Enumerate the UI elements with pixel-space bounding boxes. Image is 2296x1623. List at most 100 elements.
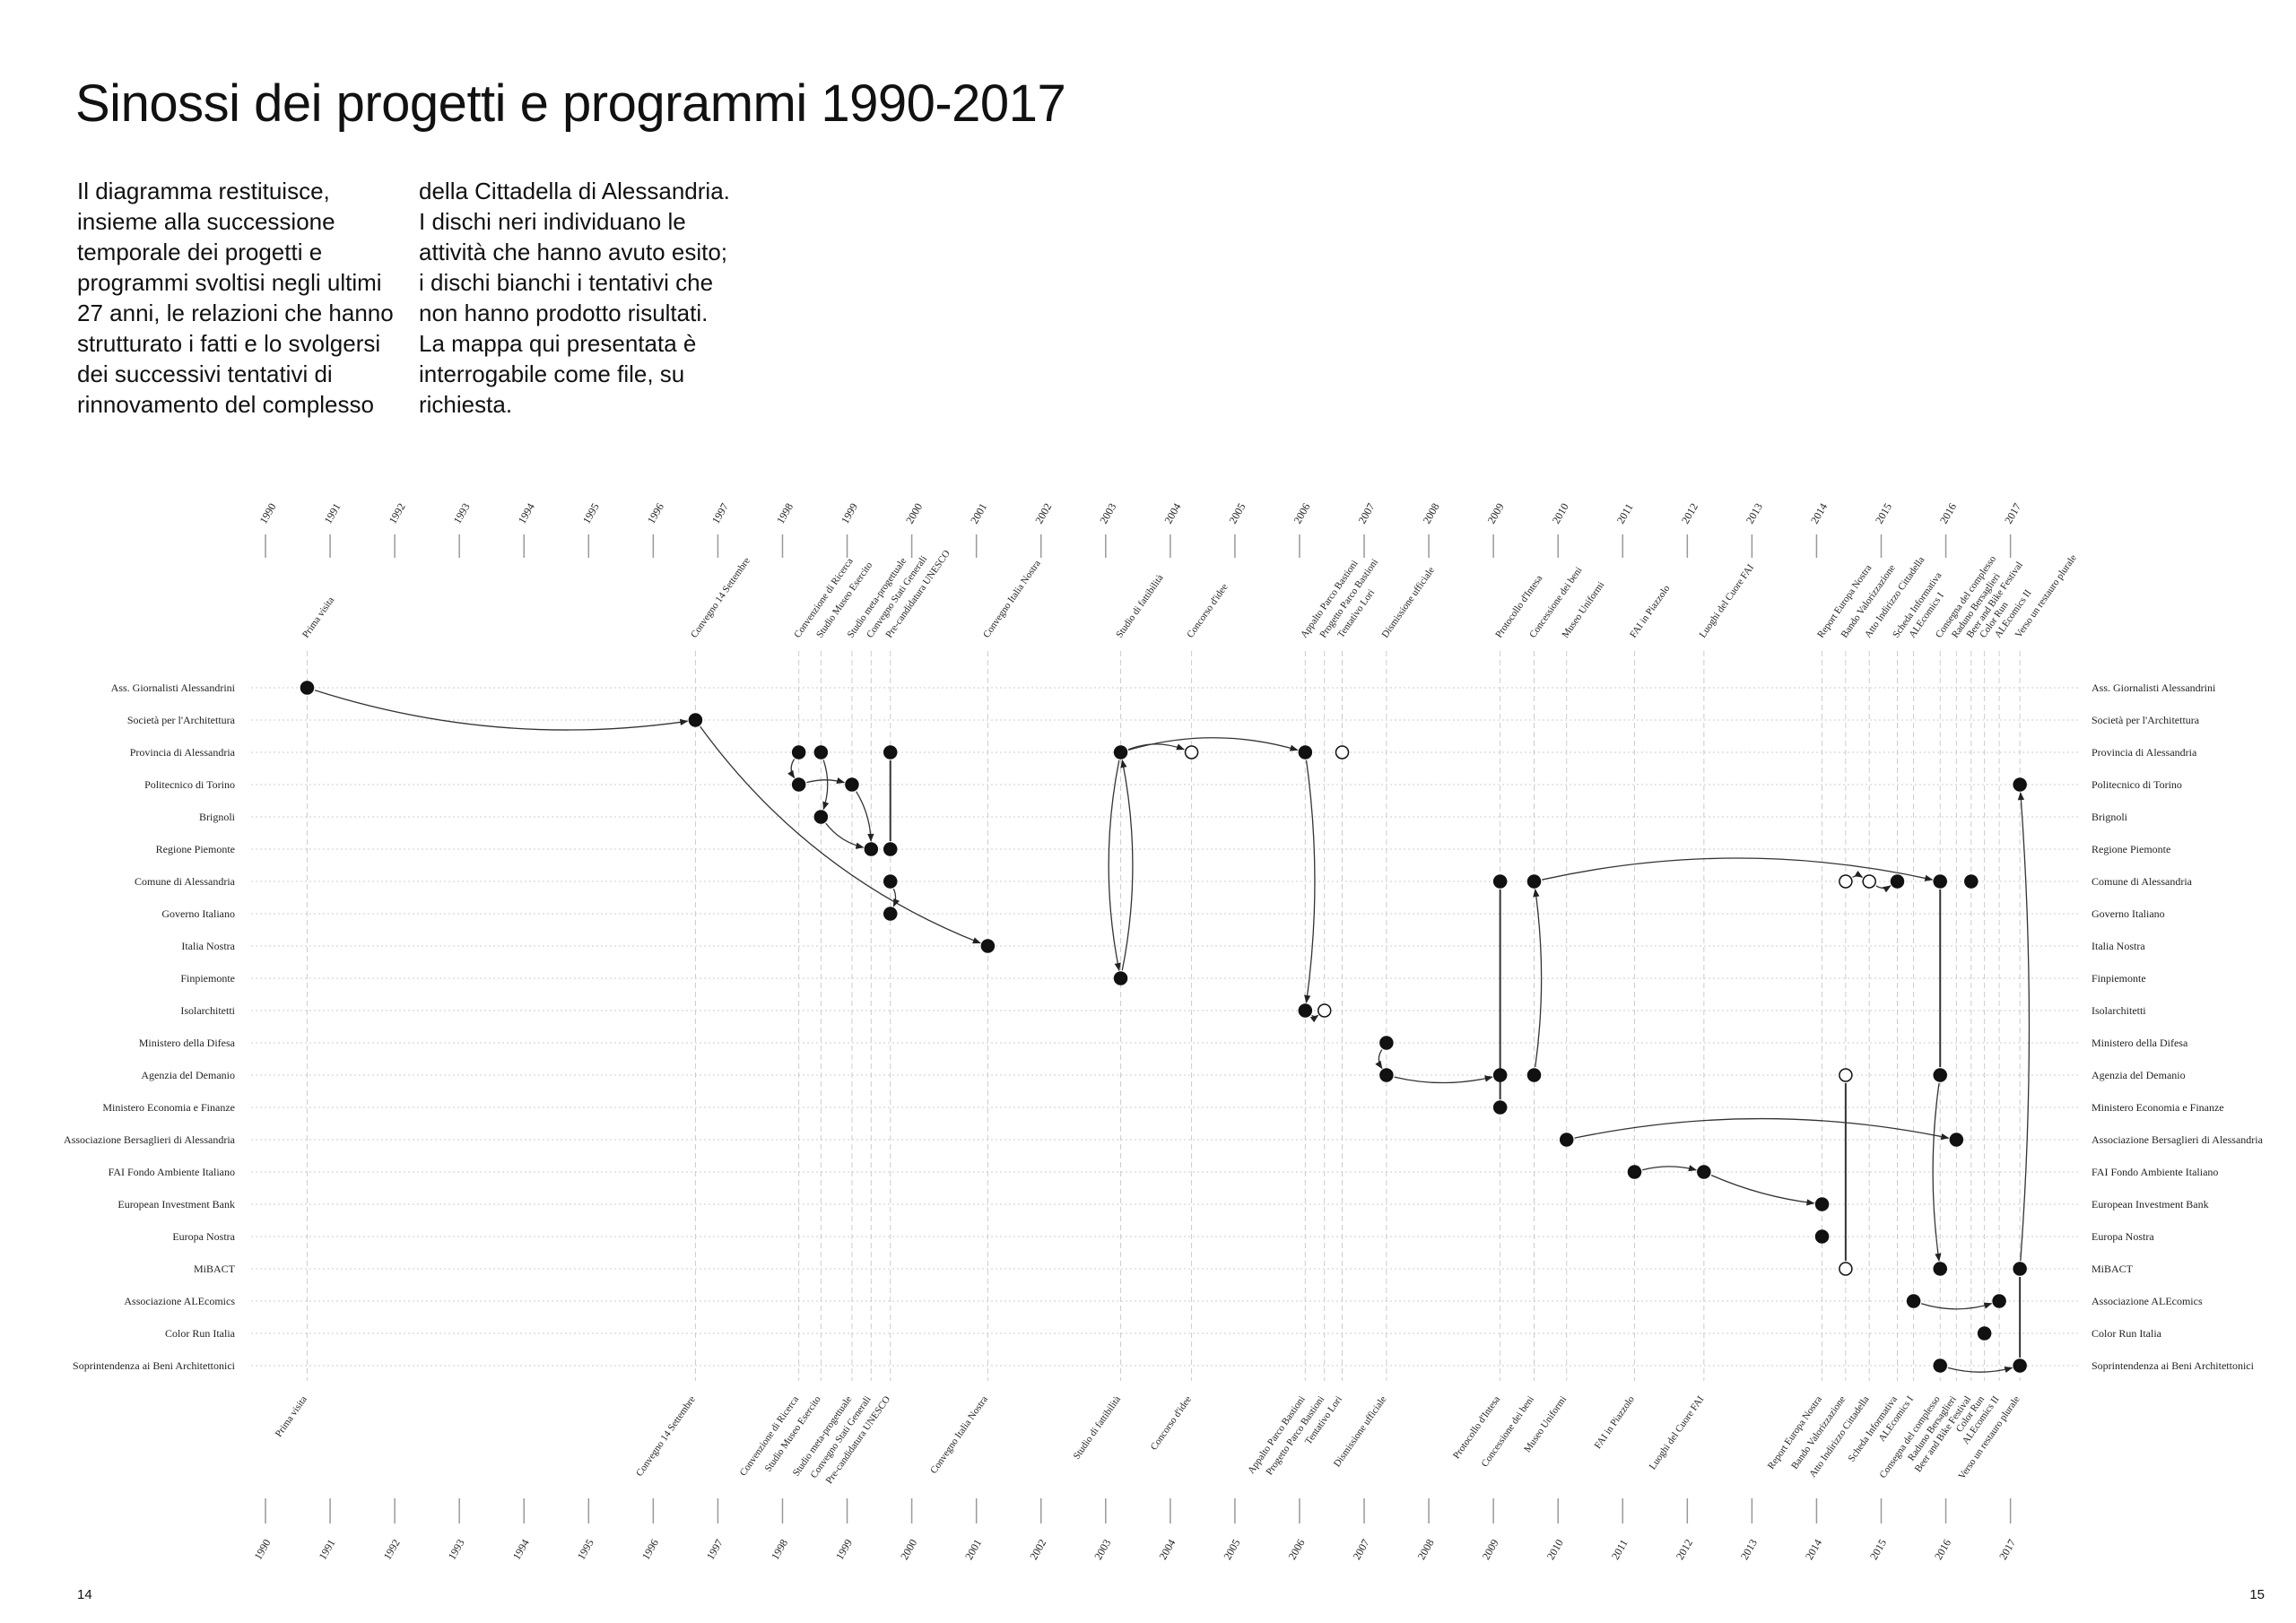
actor-label-right: Ass. Giornalisti Alessandrini: [2092, 681, 2216, 694]
actor-label-right: Agenzia del Demanio: [2092, 1069, 2186, 1081]
year-label: 2014: [1803, 1537, 1824, 1562]
attempt-node: [1317, 1003, 1332, 1018]
actor-label-left: Ass. Giornalisti Alessandrini: [111, 681, 236, 694]
relation-link: [1642, 1165, 1698, 1172]
attempt-node: [1839, 874, 1853, 889]
event-label-top: Convegno Italia Nostra: [981, 559, 1043, 640]
year-label: 2016: [1937, 501, 1959, 526]
outcome-node: [791, 745, 806, 759]
outcome-node: [1933, 874, 1947, 889]
year-label: 2001: [962, 1537, 984, 1562]
year-label: 1993: [446, 1537, 467, 1562]
outcome-node: [1964, 874, 1979, 889]
actor-label-left: Italia Nostra: [181, 940, 235, 952]
year-label: 2004: [1156, 1537, 1178, 1562]
relation-link: [1947, 1366, 2013, 1373]
actor-label-left: Agenzia del Demanio: [141, 1069, 235, 1081]
actor-label-left: Comune di Alessandria: [135, 875, 236, 888]
outcome-node: [688, 713, 703, 727]
year-label: 1993: [451, 501, 473, 526]
year-label: 1996: [645, 501, 666, 526]
outcome-node: [980, 939, 996, 953]
outcome-node: [1890, 874, 1905, 889]
year-label: 2002: [1032, 501, 1054, 526]
event-label-bottom: Luoghi del Cuore FAI: [1648, 1394, 1707, 1472]
year-label: 2005: [1226, 501, 1248, 526]
year-label: 2011: [1609, 1537, 1631, 1561]
actor-label-right: Società per l'Architettura: [2092, 714, 2200, 726]
outcome-node: [300, 681, 315, 695]
year-label: 2015: [1867, 1537, 1889, 1562]
year-label: 1990: [251, 1537, 273, 1562]
relation-link: [1852, 870, 1864, 878]
page-number: 14: [77, 1587, 92, 1602]
outcome-node: [1526, 874, 1542, 889]
year-label: 2000: [898, 1537, 919, 1562]
outcome-node: [2013, 1358, 2027, 1373]
year-label: 2003: [1097, 501, 1118, 526]
year-label: 2015: [1873, 501, 1894, 526]
actor-label-right: Associazione ALEcomics: [2092, 1295, 2203, 1307]
event-label-top: Concorso d'idee: [1185, 582, 1230, 640]
year-label: 2017: [2002, 501, 2023, 526]
year-label: 1998: [769, 1537, 790, 1562]
relation-link: [1120, 759, 1134, 971]
year-label: 1997: [709, 501, 731, 526]
outcome-node: [1933, 1262, 1947, 1276]
actor-label-left: Governo Italiano: [161, 907, 235, 920]
actor-label-left: FAI Fondo Ambiente Italiano: [109, 1166, 235, 1178]
actor-label-left: Provincia di Alessandria: [130, 746, 236, 759]
intro-line: della Cittadella di Alessandria.: [419, 178, 730, 204]
relation-link: [1533, 889, 1543, 1068]
outcome-node: [1492, 1068, 1508, 1082]
actor-label-left: Ministero della Difesa: [139, 1037, 236, 1049]
intro-line: i dischi bianchi i tentativi che: [419, 269, 714, 296]
intro-line: I dischi neri individuano le: [419, 208, 686, 235]
outcome-node: [813, 810, 829, 824]
year-label: 2006: [1285, 1537, 1307, 1562]
actor-label-left: Associazione ALEcomics: [124, 1295, 235, 1307]
actor-label-right: Provincia di Alessandria: [2092, 746, 2197, 759]
outcome-node: [883, 874, 898, 889]
actor-label-left: Politecnico di Torino: [144, 778, 235, 791]
outcome-node: [1697, 1165, 1711, 1179]
year-label: 2008: [1415, 1537, 1437, 1562]
year-label: 2012: [1679, 501, 1700, 526]
year-label: 2010: [1544, 1537, 1566, 1562]
year-label: 1999: [839, 501, 860, 526]
intro-line: La mappa qui presentata è: [419, 330, 697, 357]
event-label-bottom: Concorso d'idee: [1149, 1394, 1194, 1453]
event-label-top: Prima visita: [300, 595, 336, 639]
attempt-node: [1862, 874, 1876, 889]
actor-label-right: MiBACT: [2092, 1263, 2134, 1275]
intro-line: strutturato i fatti e lo svolgersi: [77, 330, 381, 357]
actor-label-right: Europa Nostra: [2092, 1230, 2154, 1243]
relation-link: [825, 822, 865, 849]
actor-label-left: Color Run Italia: [165, 1327, 236, 1340]
actor-label-right: Politecnico di Torino: [2092, 778, 2182, 791]
year-label: 1994: [516, 501, 537, 526]
intro-line: insieme alla successione: [77, 208, 335, 235]
relation-link: [1375, 1049, 1383, 1070]
outcome-node: [1906, 1294, 1921, 1308]
year-label: 2013: [1744, 501, 1765, 526]
intro-line: attività che hanno avuto esito;: [419, 239, 728, 265]
event-label-bottom: Convegno Italia Nostra: [928, 1394, 990, 1476]
actor-label-left: Ministero Economia e Finanze: [102, 1101, 235, 1114]
event-label-top: Luoghi del Cuore FAI: [1697, 562, 1756, 640]
actor-label-left: Isolarchitetti: [180, 1004, 235, 1017]
year-label: 1991: [322, 501, 344, 526]
year-label: 2003: [1091, 1537, 1113, 1562]
outcome-node: [1559, 1133, 1574, 1147]
outcome-node: [883, 842, 898, 856]
outcome-node: [1933, 1358, 1947, 1373]
intro-line: Il diagramma restituisce,: [77, 178, 330, 204]
outcome-node: [1627, 1165, 1642, 1179]
actor-label-right: Associazione Bersaglieri di Alessandria: [2092, 1133, 2264, 1146]
relation-link: [1542, 857, 1934, 881]
year-label: 1998: [774, 501, 796, 526]
relation-link: [1309, 1014, 1319, 1023]
year-label: 2000: [903, 501, 925, 526]
outcome-node: [1379, 1036, 1394, 1050]
